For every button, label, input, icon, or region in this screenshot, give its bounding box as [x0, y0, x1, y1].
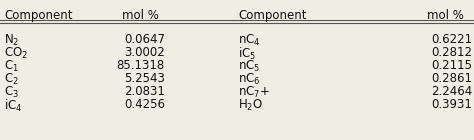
Text: 0.3931: 0.3931	[431, 98, 472, 111]
Text: 2.2464: 2.2464	[431, 85, 472, 98]
Text: 0.0647: 0.0647	[124, 33, 165, 46]
Text: nC$_6$: nC$_6$	[238, 72, 261, 87]
Text: nC$_7$+: nC$_7$+	[238, 85, 270, 100]
Text: 0.2812: 0.2812	[431, 46, 472, 59]
Text: Component: Component	[238, 9, 307, 22]
Text: iC$_4$: iC$_4$	[4, 98, 22, 114]
Text: 0.2861: 0.2861	[431, 72, 472, 85]
Text: 2.0831: 2.0831	[124, 85, 165, 98]
Text: N$_2$: N$_2$	[4, 33, 19, 48]
Text: 3.0002: 3.0002	[124, 46, 165, 59]
Text: H$_2$O: H$_2$O	[238, 98, 263, 113]
Text: 85.1318: 85.1318	[117, 59, 165, 72]
Text: mol %: mol %	[427, 9, 464, 22]
Text: 5.2543: 5.2543	[124, 72, 165, 85]
Text: nC$_5$: nC$_5$	[238, 59, 260, 74]
Text: mol %: mol %	[121, 9, 158, 22]
Text: iC$_5$: iC$_5$	[238, 46, 256, 62]
Text: 0.4256: 0.4256	[124, 98, 165, 111]
Text: C$_3$: C$_3$	[4, 85, 19, 100]
Text: Component: Component	[4, 9, 73, 22]
Text: C$_1$: C$_1$	[4, 59, 19, 74]
Text: 0.2115: 0.2115	[431, 59, 472, 72]
Text: nC$_4$: nC$_4$	[238, 33, 261, 48]
Text: C$_2$: C$_2$	[4, 72, 19, 87]
Text: 0.6221: 0.6221	[431, 33, 472, 46]
Text: CO$_2$: CO$_2$	[4, 46, 28, 61]
